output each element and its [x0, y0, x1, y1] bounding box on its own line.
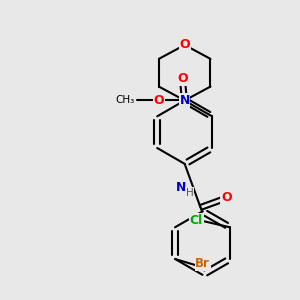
Text: Br: Br: [195, 257, 210, 270]
Text: O: O: [153, 94, 164, 107]
Text: Cl: Cl: [190, 214, 203, 227]
Text: O: O: [221, 191, 232, 204]
Text: O: O: [177, 72, 188, 85]
Text: N: N: [179, 94, 190, 107]
Text: H: H: [186, 188, 194, 198]
Text: N: N: [176, 181, 186, 194]
Text: O: O: [179, 38, 190, 52]
Text: CH₃: CH₃: [116, 95, 135, 106]
